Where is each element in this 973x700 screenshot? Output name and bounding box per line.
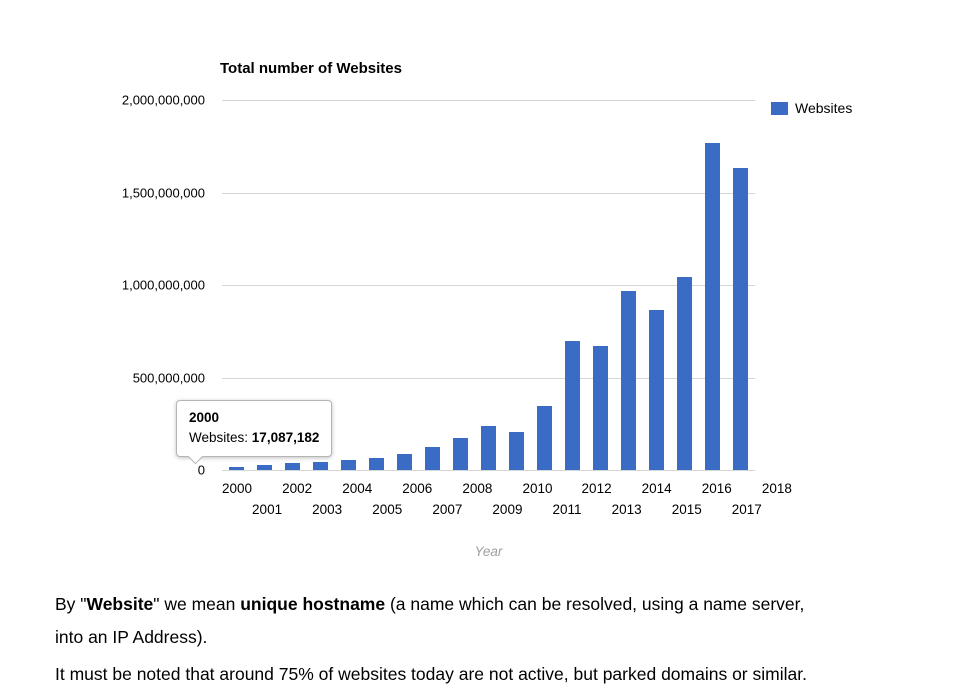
gridlines	[222, 100, 755, 471]
bar-rect-2008[interactable]	[452, 438, 468, 470]
x-tick-2000: 2000	[222, 481, 253, 496]
gridline	[222, 100, 755, 101]
bar-rect-2015[interactable]	[649, 310, 665, 470]
x-tick-2017: 2017	[731, 502, 762, 517]
tooltip-series-label: Websites:	[189, 430, 249, 445]
x-tick-2010: 2010	[522, 481, 553, 496]
y-tick-label: 1,000,000,000	[121, 277, 205, 293]
tooltip: 2000 Websites: 17,087,182	[176, 400, 333, 465]
bar-2011[interactable]	[531, 100, 559, 470]
footnote-paragraph-1: By "Website" we mean unique hostname (a …	[55, 594, 805, 647]
x-tick-2009: 2009	[492, 502, 523, 517]
bar-2004[interactable]	[334, 100, 362, 470]
bar-2003[interactable]	[306, 100, 334, 470]
bar-rect-2011[interactable]	[537, 406, 553, 470]
gridline	[222, 377, 755, 379]
y-tick-label: 1,500,000,000	[121, 185, 205, 200]
bar-rect-2001[interactable]	[256, 464, 272, 470]
bar-2007[interactable]	[418, 100, 446, 470]
bar-2006[interactable]	[390, 100, 418, 470]
bar-rect-2005[interactable]	[368, 458, 384, 470]
bar-rect-2006[interactable]	[396, 454, 412, 470]
bar-2012[interactable]	[559, 100, 587, 470]
x-tick-2016: 2016	[701, 481, 732, 496]
x-tick-2008: 2008	[462, 481, 493, 496]
legend-swatch-icon	[771, 101, 788, 115]
x-tick-2013: 2013	[611, 502, 642, 517]
gridline	[222, 285, 755, 286]
x-tick-2002: 2002	[282, 481, 313, 496]
bar-2016[interactable]	[671, 100, 699, 470]
x-axis-title: Year	[474, 544, 503, 559]
y-tick-label: 0	[197, 462, 205, 478]
x-tick-2012: 2012	[581, 481, 612, 496]
bar-2001[interactable]	[250, 100, 278, 470]
x-tick-2005: 2005	[372, 502, 403, 517]
x-tick-2006: 2006	[402, 481, 433, 496]
bar-rect-2018[interactable]	[733, 168, 749, 470]
bar-rect-2013[interactable]	[593, 345, 609, 470]
bar-2017[interactable]	[699, 100, 727, 470]
bar-rect-2014[interactable]	[621, 290, 637, 470]
gridline	[222, 192, 755, 194]
x-tick-2003: 2003	[312, 502, 343, 517]
bar-rect-2003[interactable]	[312, 462, 328, 470]
x-tick-2014: 2014	[641, 481, 672, 496]
bar-2018[interactable]	[727, 100, 755, 470]
bar-rect-2017[interactable]	[705, 143, 721, 470]
x-axis-labels: 2000 2001 2002 2003 2004 2005 2006 2007 2008 2009…	[222, 481, 792, 517]
x-tick-2007: 2007	[432, 502, 463, 517]
bar-rect-2004[interactable]	[340, 460, 356, 470]
x-tick-2011: 2011	[552, 502, 582, 517]
tooltip-value: 17,087,182	[251, 430, 320, 445]
bar-2002[interactable]	[278, 100, 306, 470]
bar-rect-2010[interactable]	[508, 431, 524, 470]
plot-area	[222, 100, 755, 470]
x-tick-2018: 2018	[761, 481, 792, 496]
bar-2000[interactable]	[222, 100, 250, 470]
footnote-paragraph-2: It must be noted that around 75% of webs…	[55, 664, 807, 684]
chart-title: Total number of Websites	[220, 60, 402, 77]
bar-2010[interactable]	[502, 100, 530, 470]
legend: Websites	[771, 100, 852, 116]
x-tick-2001: 2001	[252, 502, 283, 517]
bar-2009[interactable]	[474, 100, 502, 470]
footnote: By "Website" we mean unique hostname (a …	[55, 588, 960, 691]
bar-rect-2009[interactable]	[480, 425, 496, 470]
bar-rect-2000[interactable]	[228, 466, 244, 470]
tooltip-value-line: Websites: 17,087,182	[189, 428, 319, 448]
tooltip-year: 2000	[189, 410, 220, 425]
bar-2008[interactable]	[446, 100, 474, 470]
gridline	[222, 470, 755, 471]
bar-2013[interactable]	[587, 100, 615, 470]
y-tick-label: 2,000,000,000	[121, 92, 205, 108]
x-tick-2015: 2015	[671, 502, 702, 517]
bar-rect-2002[interactable]	[284, 462, 300, 470]
bar-2015[interactable]	[643, 100, 671, 470]
y-tick-label: 500,000,000	[132, 370, 205, 385]
y-axis-labels: 2,000,000,000 1,500,000,000 1,000,000,000 5…	[0, 93, 205, 478]
bar-2005[interactable]	[362, 100, 390, 470]
bar-rect-2007[interactable]	[424, 447, 440, 470]
bar-rect-2012[interactable]	[565, 341, 581, 470]
x-tick-2004: 2004	[342, 481, 373, 496]
bar-rect-2016[interactable]	[677, 276, 693, 470]
bar-2014[interactable]	[615, 100, 643, 470]
legend-label: Websites	[795, 100, 853, 116]
